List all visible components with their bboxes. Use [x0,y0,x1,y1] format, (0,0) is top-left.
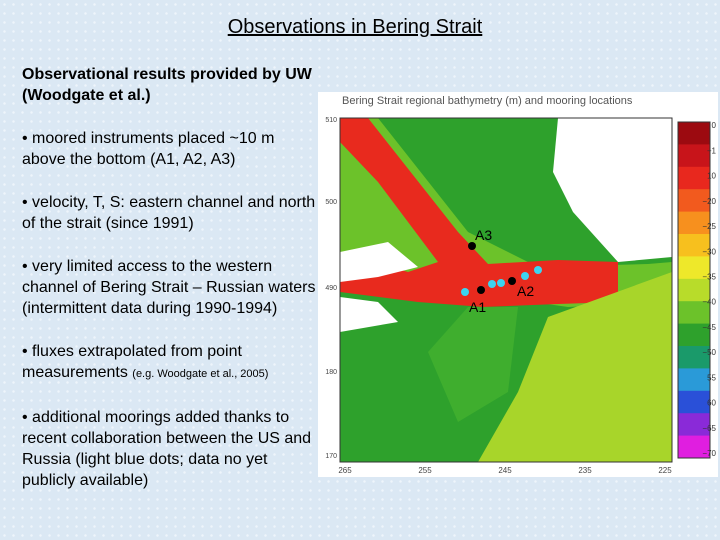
colorbar-label: −35 [702,272,716,281]
x-label: 235 [578,466,592,475]
x-label: 245 [498,466,512,475]
map: A3 A1 A2 [339,117,673,463]
colorbar-label: 60 [707,399,716,408]
y-labels: 510 500 490 180 170 [325,117,337,460]
shelf [340,118,672,307]
bullet-text: • fluxes extrapolated from point measure… [22,343,242,381]
colorbar-cell [678,211,710,235]
colorbar-cell [678,166,710,190]
figure: Bering Strait regional bathymetry (m) an… [318,92,718,477]
mooring-dot [508,277,516,285]
y-label: 170 [325,453,337,460]
colorbar-label: −25 [702,222,716,231]
mooring-dot [461,288,469,296]
land-w [340,242,418,282]
colorbar-cell [678,189,710,213]
channel [340,118,618,307]
colorbar-label: −1 [707,146,717,155]
colorbar-cell [678,122,710,145]
land-sw [340,297,398,332]
bullet: • velocity, T, S: eastern channel and no… [22,194,316,232]
colorbar-label: 0 [712,121,717,130]
colorbar-label: −65 [702,424,716,433]
mooring-label: A2 [517,283,534,299]
bullet: • moored instruments placed ~10 m above … [22,130,275,168]
colorbar-label: 55 [707,373,716,382]
colorbar-cell [678,234,710,257]
colorbar-cell [678,346,710,369]
x-label: 265 [338,466,352,475]
new-moorings [461,266,542,296]
x-label: 225 [658,466,672,475]
colorbar-label: −70 [702,449,716,458]
citation: (e.g. Woodgate et al., 2005) [132,368,269,380]
title: Observations in Bering Strait [227,16,483,38]
mooring-dot [468,242,476,250]
colorbar-label: −40 [702,298,716,307]
mooring-dot [477,286,485,294]
mooring-dot [488,280,496,288]
colorbar-label: −45 [702,323,716,332]
bullet: • very limited access to the western cha… [22,258,316,317]
colorbar-frame [677,121,711,459]
colorbar-cell [678,435,710,459]
land-ne [553,118,672,262]
mid [428,307,518,422]
y-label: 490 [325,285,337,292]
colorbar-cell [678,390,710,414]
mooring-label: A3 [475,227,492,243]
colorbar-cell [678,278,710,302]
colorbar-cell [678,413,710,437]
colorbar-cell [678,301,710,325]
mooring-dot [497,279,505,287]
colorbar-label: −30 [702,247,716,256]
bullet: • fluxes extrapolated from point measure… [22,341,322,385]
colorbar-label: −50 [702,348,716,357]
map-frame [339,117,673,463]
colorbar: 0 −1 10 −20 −25 −30 −35 −40 −45 −50 55 60 −65 −70 [677,121,717,459]
y-label: 500 [325,199,337,206]
colorbar-cell [678,323,710,347]
colorbar-cell [678,256,710,280]
bullet: • additional moorings added thanks to re… [22,409,312,489]
shallow [478,272,672,462]
y-label: 180 [325,369,337,376]
intro: Observational results provided by UW (Wo… [22,66,312,104]
text-column: Observational results provided by UW (Wo… [22,64,322,513]
mooring-dot [534,266,542,274]
figure-title: Bering Strait regional bathymetry (m) an… [342,95,633,107]
y-label: 510 [325,117,337,124]
x-labels: 265 255 245 235 225 [338,466,672,475]
colorbar-cell [678,144,710,168]
mooring-label: A1 [469,299,486,315]
x-label: 255 [418,466,432,475]
colorbar-label: 10 [707,172,716,181]
colorbar-label: −20 [702,197,716,206]
mooring-dot [521,272,529,280]
colorbar-cell [678,368,710,392]
